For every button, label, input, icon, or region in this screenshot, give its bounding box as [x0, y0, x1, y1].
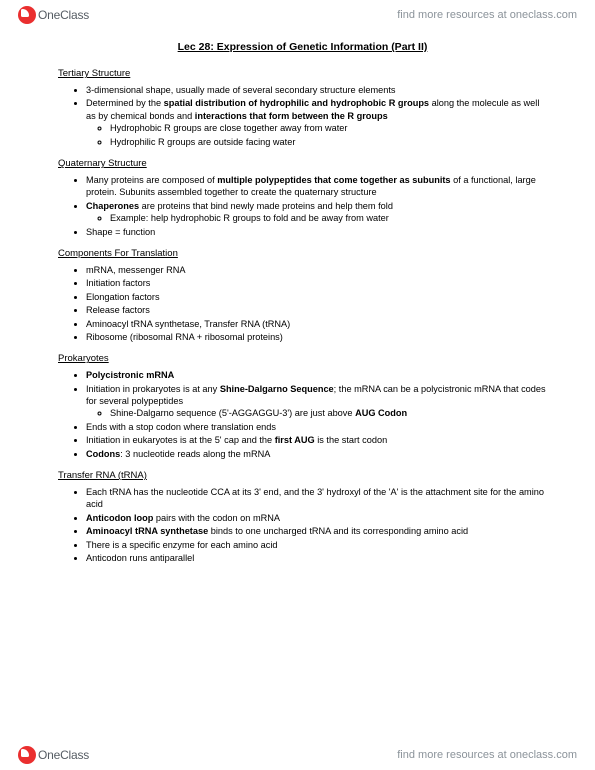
sections-container: Tertiary Structure 3-dimensional shape, u… — [58, 68, 547, 564]
bullet-list: Many proteins are composed of multiple p… — [58, 174, 547, 238]
document-body: Lec 28: Expression of Genetic Informatio… — [58, 40, 547, 734]
list-item: Initiation in eukaryotes is at the 5' ca… — [86, 434, 547, 446]
brand-name: OneClass — [38, 8, 89, 22]
list-item: There is a specific enzyme for each amin… — [86, 539, 547, 551]
list-item: mRNA, messenger RNA — [86, 264, 547, 276]
sub-bullet-list: Example: help hydrophobic R groups to fo… — [86, 212, 547, 224]
list-item: Elongation factors — [86, 291, 547, 303]
brand-logo-footer: OneClass — [18, 746, 89, 764]
list-item: Initiation factors — [86, 277, 547, 289]
list-item: Aminoacyl tRNA synthetase binds to one u… — [86, 525, 547, 537]
page-header: OneClass find more resources at oneclass… — [0, 0, 595, 30]
list-item: Ends with a stop codon where translation… — [86, 421, 547, 433]
section-heading: Components For Translation — [58, 248, 547, 261]
list-item: Determined by the spatial distribution o… — [86, 97, 547, 148]
list-item: Initiation in prokaryotes is at any Shin… — [86, 383, 547, 420]
list-item: Anticodon runs antiparallel — [86, 552, 547, 564]
bullet-list: Polycistronic mRNA Initiation in prokaryo… — [58, 369, 547, 460]
list-item: Release factors — [86, 304, 547, 316]
sub-bullet-list: Shine-Dalgarno sequence (5'-AGGAGGU-3') … — [86, 407, 547, 419]
section-heading: Tertiary Structure — [58, 68, 547, 81]
list-item: Hydrophilic R groups are outside facing … — [110, 136, 547, 148]
brand-logo-mark — [18, 6, 36, 24]
list-item: Polycistronic mRNA — [86, 369, 547, 381]
list-item: Anticodon loop pairs with the codon on m… — [86, 512, 547, 524]
list-item: Example: help hydrophobic R groups to fo… — [110, 212, 547, 224]
brand-name-footer: OneClass — [38, 748, 89, 762]
section-heading: Transfer RNA (tRNA) — [58, 470, 547, 483]
sub-bullet-list: Hydrophobic R groups are close together … — [86, 122, 547, 148]
list-item: Shape = function — [86, 226, 547, 238]
bullet-list: 3-dimensional shape, usually made of sev… — [58, 84, 547, 148]
page-footer: OneClass find more resources at oneclass… — [0, 740, 595, 770]
page-title: Lec 28: Expression of Genetic Informatio… — [58, 40, 547, 54]
list-item: Codons: 3 nucleotide reads along the mRN… — [86, 448, 547, 460]
section-heading: Prokaryotes — [58, 353, 547, 366]
footer-tagline: find more resources at oneclass.com — [397, 749, 577, 761]
list-item: Ribosome (ribosomal RNA + ribosomal prot… — [86, 331, 547, 343]
list-item: Aminoacyl tRNA synthetase, Transfer RNA … — [86, 318, 547, 330]
list-item: Many proteins are composed of multiple p… — [86, 174, 547, 199]
bullet-list: mRNA, messenger RNAInitiation factors Elo… — [58, 264, 547, 344]
list-item: Hydrophobic R groups are close together … — [110, 122, 547, 134]
list-item: Shine-Dalgarno sequence (5'-AGGAGGU-3') … — [110, 407, 547, 419]
list-item: 3-dimensional shape, usually made of sev… — [86, 84, 547, 96]
brand-logo: OneClass — [18, 6, 89, 24]
bullet-list: Each tRNA has the nucleotide CCA at its … — [58, 486, 547, 565]
header-tagline: find more resources at oneclass.com — [397, 9, 577, 21]
list-item: Chaperones are proteins that bind newly … — [86, 200, 547, 225]
brand-logo-mark — [18, 746, 36, 764]
section-heading: Quaternary Structure — [58, 158, 547, 171]
list-item: Each tRNA has the nucleotide CCA at its … — [86, 486, 547, 511]
